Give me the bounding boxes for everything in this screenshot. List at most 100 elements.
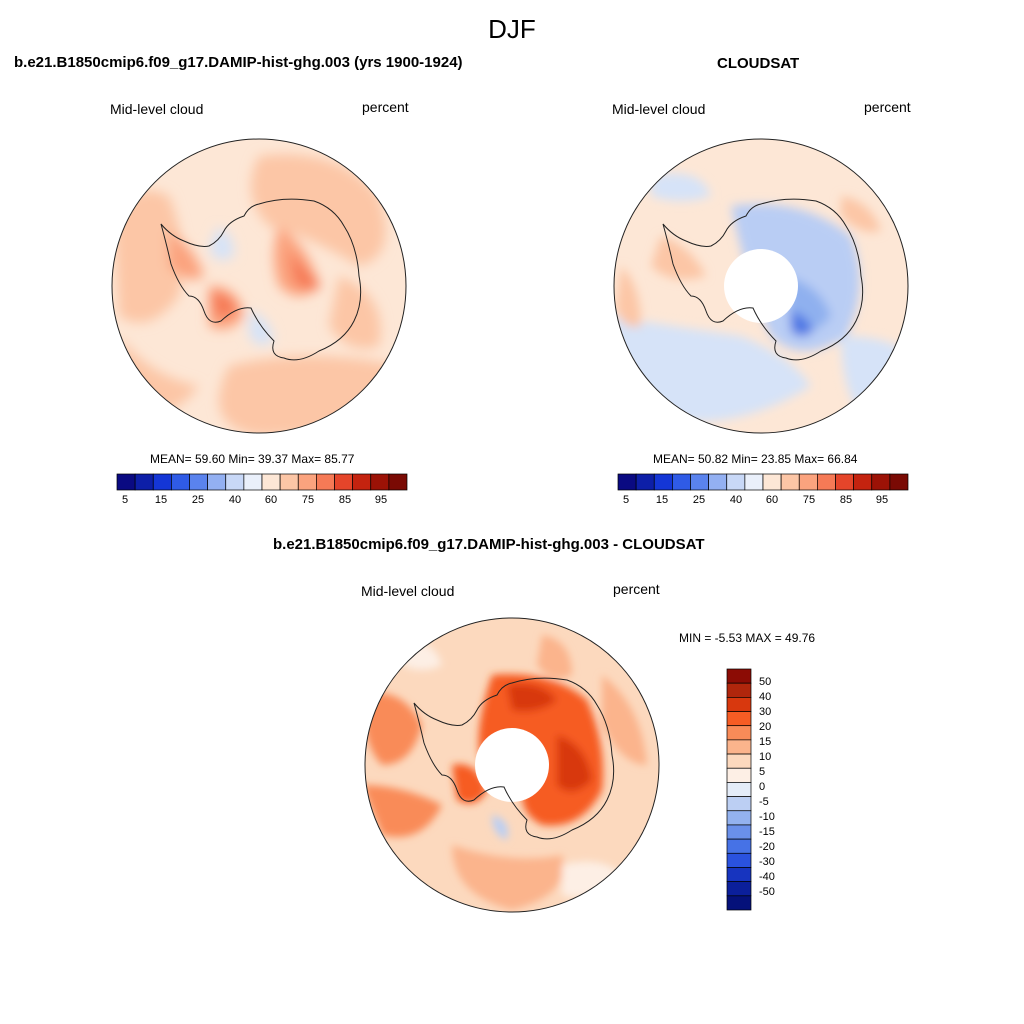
- colorbar-cloudsat: [617, 473, 909, 491]
- colorbar-cloudsat-tick: 85: [839, 494, 853, 506]
- colorbar-cell: [207, 473, 227, 491]
- colorbar-cell: [672, 473, 691, 491]
- colorbar-cloudsat-tick: 95: [875, 494, 889, 506]
- colorbar-cell: [726, 895, 752, 911]
- panel-3-variable-label: Mid-level cloud: [361, 583, 455, 599]
- colorbar-model-tick: 15: [154, 494, 168, 506]
- colorbar-cell: [726, 824, 752, 840]
- colorbar-difference-tick: 50: [759, 676, 772, 688]
- panel-1-units-label: percent: [362, 99, 409, 115]
- colorbar-cell: [726, 668, 752, 684]
- colorbar-cell: [189, 473, 208, 491]
- colorbar-cloudsat-tick: 40: [729, 494, 743, 506]
- map-cloudsat: [613, 138, 909, 434]
- colorbar-cell: [726, 852, 752, 868]
- colorbar-cell: [889, 473, 909, 491]
- colorbar-cell: [388, 473, 408, 491]
- colorbar-cell: [653, 473, 673, 491]
- map-model-coastline: [160, 198, 362, 361]
- panel-2-title: CLOUDSAT: [717, 55, 800, 72]
- colorbar-cell: [871, 473, 891, 491]
- colorbar-cell: [780, 473, 800, 491]
- colorbar-cell: [726, 881, 752, 897]
- colorbar-cell: [134, 473, 154, 491]
- map-cloudsat-coastline: [662, 198, 864, 361]
- colorbar-difference-tick: 0: [759, 781, 766, 793]
- colorbar-model-tick: 5: [121, 494, 129, 506]
- colorbar-cell: [690, 473, 709, 491]
- map-difference-coastline: [413, 677, 615, 840]
- panel-1-stats: MEAN= 59.60 Min= 39.37 Max= 85.77: [150, 452, 355, 466]
- colorbar-cell: [853, 473, 873, 491]
- panel-3-units-label: percent: [613, 581, 660, 597]
- colorbar-cell: [152, 473, 172, 491]
- colorbar-difference-tick: 20: [759, 721, 772, 733]
- colorbar-cell: [726, 473, 746, 491]
- colorbar-difference-ticks: 50 40 30 20 15 10 5 0 -5 -10 -15 -20 -30…: [759, 676, 799, 916]
- colorbar-difference-tick: -40: [759, 871, 775, 883]
- map-model: [111, 138, 407, 434]
- panel-2-units-label: percent: [864, 99, 911, 115]
- colorbar-cloudsat-tick: 25: [692, 494, 706, 506]
- colorbar-cell: [726, 753, 752, 769]
- colorbar-cell: [116, 473, 136, 491]
- panel-2-stats: MEAN= 50.82 Min= 23.85 Max= 66.84: [653, 452, 858, 466]
- map-difference-border: [364, 617, 660, 913]
- colorbar-cell: [261, 473, 281, 491]
- panel-1-variable-label: Mid-level cloud: [110, 101, 204, 117]
- colorbar-difference-tick: 30: [759, 706, 772, 718]
- colorbar-difference-tick: 5: [759, 766, 766, 778]
- colorbar-difference-tick: -20: [759, 841, 775, 853]
- map-model-border: [111, 138, 407, 434]
- colorbar-cell: [225, 473, 245, 491]
- colorbar-cell: [762, 473, 782, 491]
- map-difference-missing-data: [475, 728, 549, 802]
- colorbar-cell: [243, 473, 263, 491]
- colorbar-cell: [171, 473, 190, 491]
- colorbar-cell: [297, 473, 317, 491]
- colorbar-difference-tick: 10: [759, 751, 772, 763]
- colorbar-cell: [726, 867, 752, 882]
- main-title: DJF: [488, 14, 536, 44]
- colorbar-cell: [352, 473, 372, 491]
- colorbar-cloudsat-tick: 15: [655, 494, 669, 506]
- colorbar-cell: [726, 810, 752, 826]
- colorbar-cell: [726, 725, 752, 741]
- colorbar-model-tick: 75: [301, 494, 315, 506]
- colorbar-cell: [726, 767, 752, 783]
- colorbar-difference-tick: -15: [759, 826, 775, 838]
- colorbar-cell: [370, 473, 390, 491]
- colorbar-cell: [726, 682, 752, 698]
- colorbar-cloudsat-ticks: 5 15 25 40 60 75 85 95: [617, 494, 909, 510]
- colorbar-model-tick: 60: [264, 494, 278, 506]
- colorbar-model-ticks: 5 15 25 40 60 75 85 95: [116, 494, 408, 510]
- colorbar-cell: [817, 473, 836, 491]
- colorbar-cell: [726, 782, 752, 797]
- colorbar-cloudsat-tick: 60: [765, 494, 779, 506]
- colorbar-cell: [334, 473, 353, 491]
- colorbar-model: [116, 473, 408, 491]
- map-model-field: [114, 154, 400, 433]
- colorbar-cell: [635, 473, 655, 491]
- colorbar-cell: [279, 473, 299, 491]
- colorbar-cell: [617, 473, 637, 491]
- colorbar-difference-tick: -5: [759, 796, 769, 808]
- panel-3-title: b.e21.B1850cmip6.f09_g17.DAMIP-hist-ghg.…: [273, 536, 705, 553]
- colorbar-cell: [708, 473, 728, 491]
- colorbar-cell: [726, 739, 752, 755]
- colorbar-cell: [726, 796, 752, 812]
- colorbar-cell: [726, 838, 752, 854]
- colorbar-cell: [835, 473, 854, 491]
- colorbar-cell: [726, 697, 752, 712]
- map-cloudsat-missing-data: [724, 249, 798, 323]
- colorbar-cloudsat-tick: 5: [622, 494, 630, 506]
- panel-2-variable-label: Mid-level cloud: [612, 101, 706, 117]
- colorbar-cell: [726, 711, 752, 727]
- colorbar-difference: [726, 668, 752, 911]
- colorbar-difference-tick: 40: [759, 691, 772, 703]
- colorbar-model-tick: 85: [338, 494, 352, 506]
- colorbar-cell: [744, 473, 764, 491]
- panel-3-stats: MIN = -5.53 MAX = 49.76: [679, 631, 816, 645]
- map-cloudsat-border: [613, 138, 909, 434]
- colorbar-model-tick: 40: [228, 494, 242, 506]
